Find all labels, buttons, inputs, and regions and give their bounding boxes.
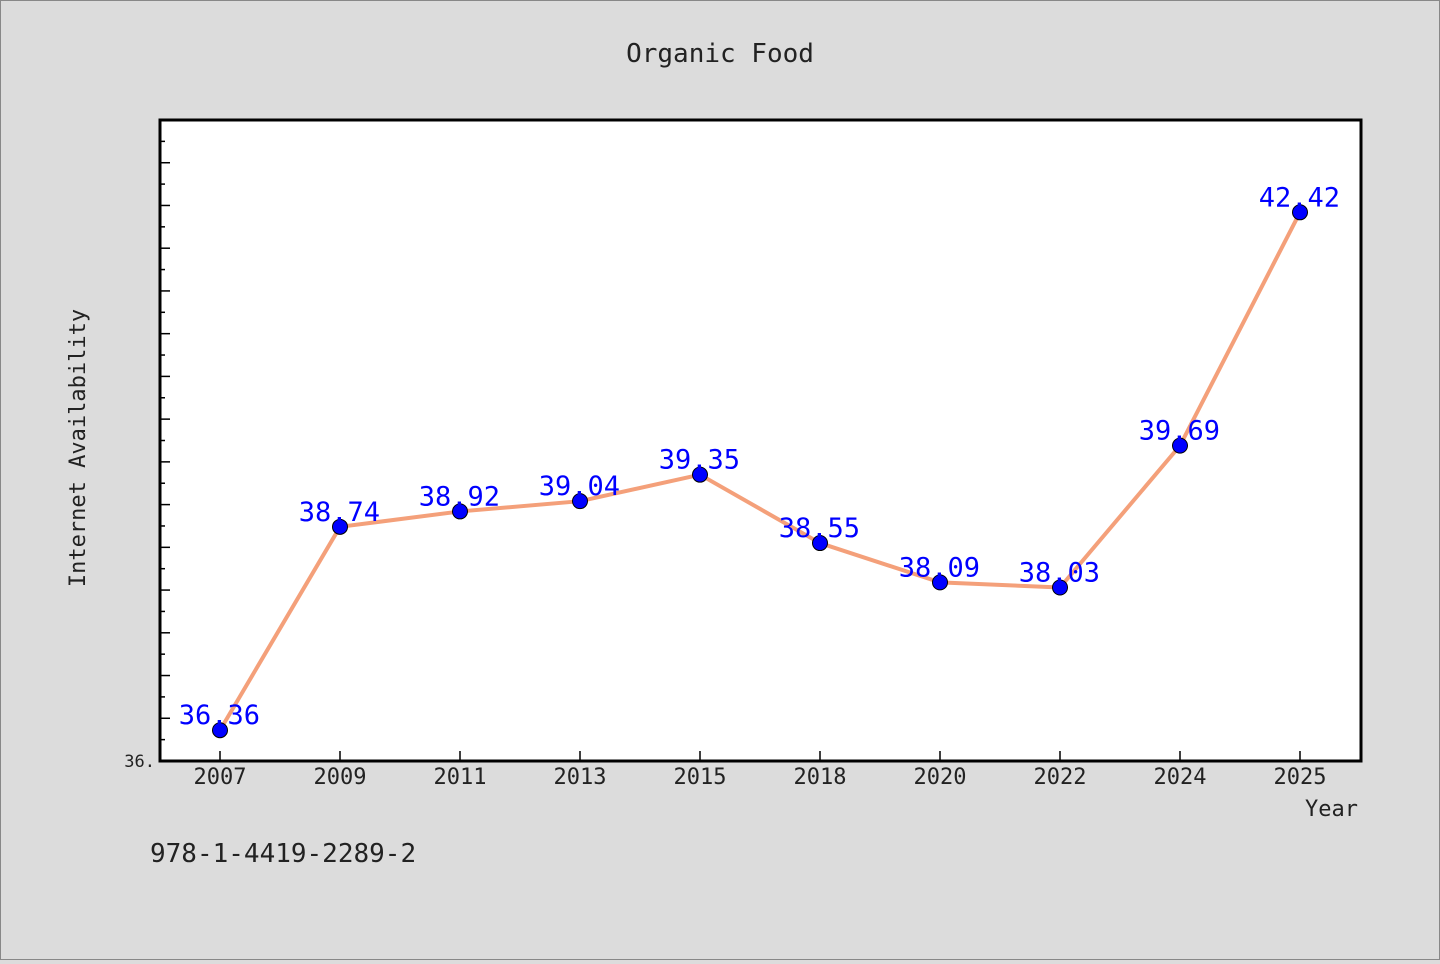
isbn-text: 978-1-4419-2289-2: [150, 839, 416, 869]
x-tick-label: 2007: [194, 765, 247, 790]
data-point: [1292, 204, 1308, 221]
data-labels: 36.36 38.74 38.92 39.04 39.35 38.55 38.09 38.03…: [179, 182, 1340, 731]
x-tick-label: 2011: [434, 765, 487, 790]
y-axis-ticks: [160, 119, 170, 762]
x-tick-label: 2022: [1034, 765, 1087, 790]
series-line: [218, 210, 1302, 733]
data-label: 38.92: [419, 481, 500, 512]
x-tick-label: 2013: [554, 765, 607, 790]
data-point: [932, 574, 948, 591]
data-point: [1172, 437, 1188, 454]
x-tick-label: 2015: [674, 765, 727, 790]
data-point: [1052, 579, 1068, 596]
data-label: 38.74: [299, 497, 380, 528]
data-label: 39.35: [659, 445, 740, 476]
data-point: [332, 518, 348, 535]
data-markers: [212, 204, 1308, 739]
x-tick-label: 2018: [794, 765, 847, 790]
x-tick-label: 2025: [1274, 765, 1327, 790]
data-point: [812, 535, 828, 552]
data-label: 36.36: [179, 700, 260, 731]
data-point: [572, 493, 588, 510]
x-axis-ticks: 2007 2009 2011 2013 2015 2018 2020 2022 2024 2025: [194, 751, 1327, 790]
series-line-group: [218, 210, 1302, 733]
data-label: 38.09: [899, 552, 980, 583]
data-label: 39.69: [1139, 416, 1220, 447]
x-tick-label: 2009: [314, 765, 367, 790]
chart-title: Organic Food: [626, 39, 814, 69]
data-point: [692, 466, 708, 483]
data-point: [452, 503, 468, 520]
plot-area: [158, 118, 1363, 763]
data-label: 38.55: [779, 513, 860, 544]
data-label: 38.03: [1019, 558, 1100, 589]
y-tick-label: 36.: [124, 752, 155, 772]
y-axis-label: Internet Availability: [66, 309, 91, 587]
data-label: 42.42: [1259, 182, 1340, 213]
x-axis-label: Year: [1305, 797, 1358, 822]
x-tick-label: 2020: [914, 765, 967, 790]
x-tick-label: 2024: [1154, 765, 1207, 790]
data-label: 39.04: [539, 471, 620, 502]
data-point: [212, 722, 228, 739]
